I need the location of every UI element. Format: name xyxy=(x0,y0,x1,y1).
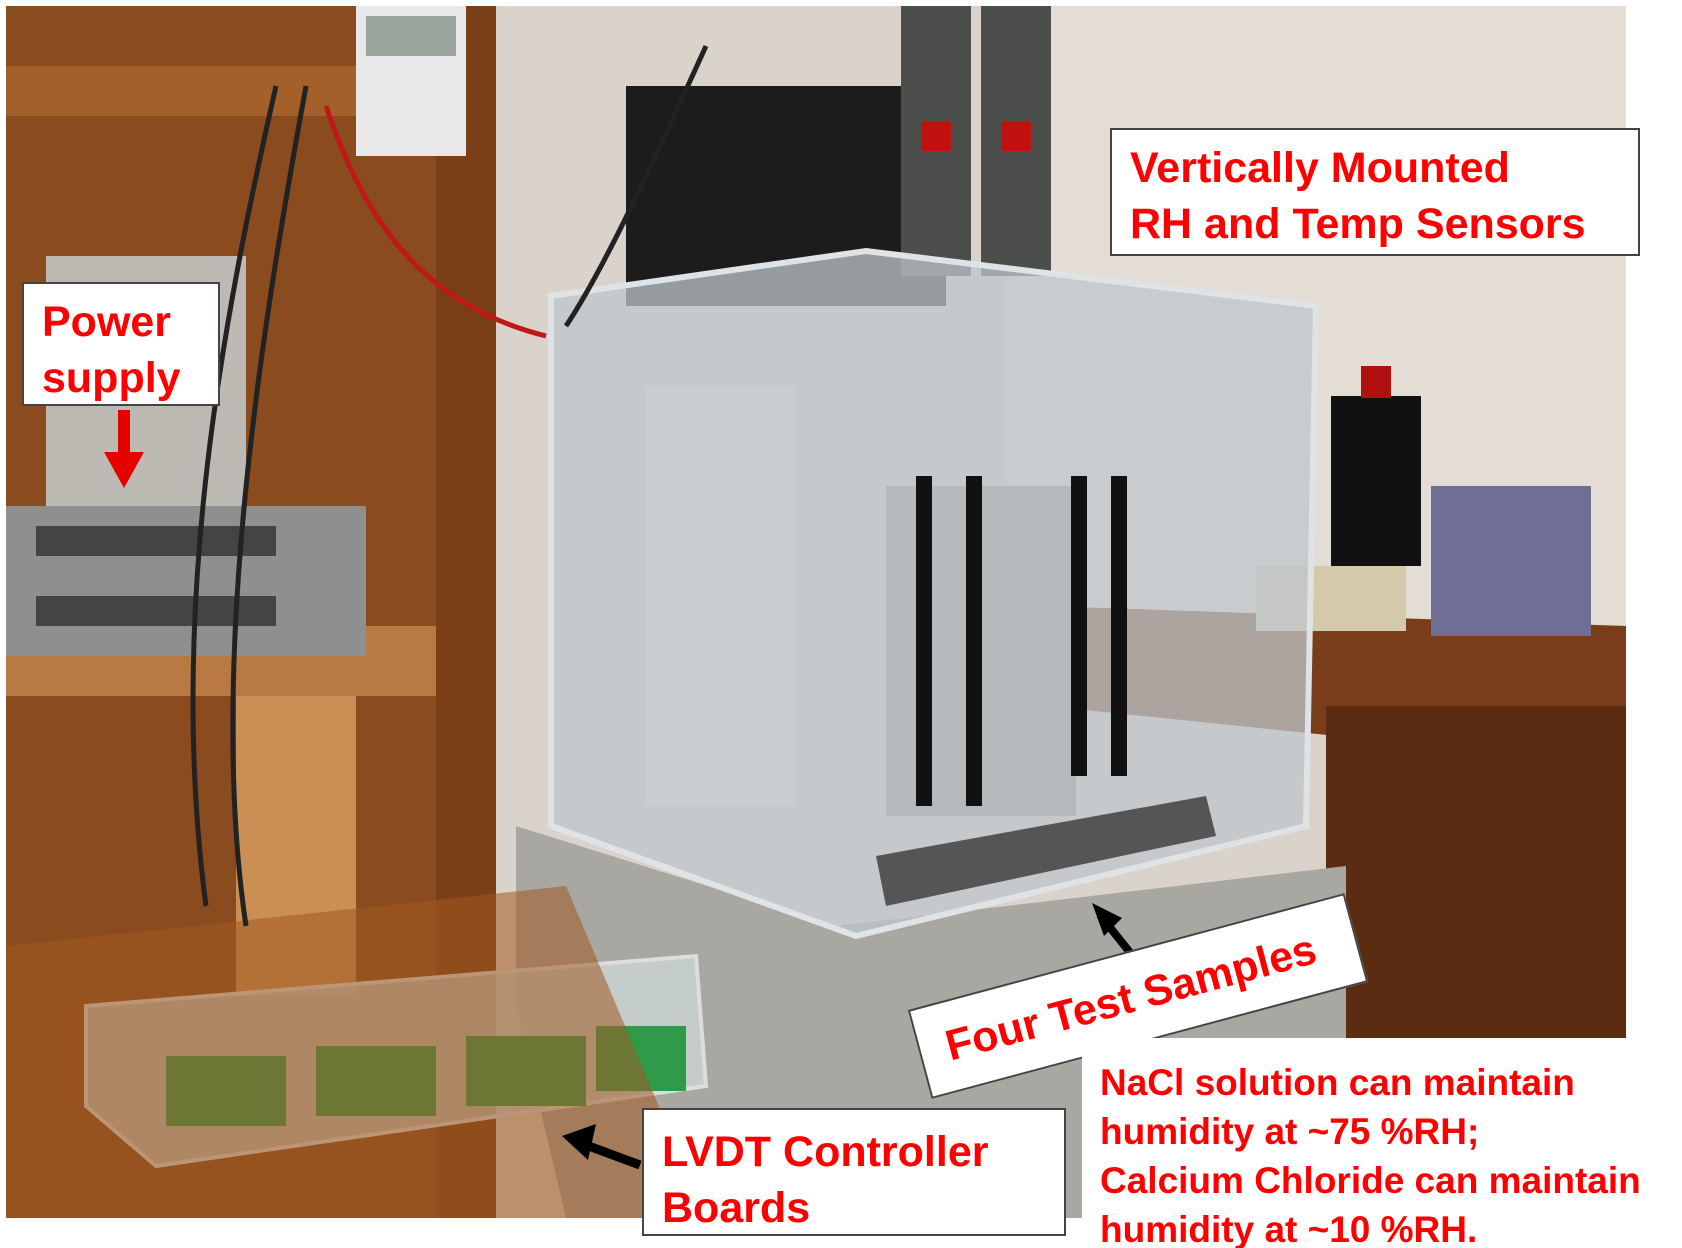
power-supply-arrow xyxy=(104,410,144,488)
humidity-note-line-3: Calcium Chloride can maintain xyxy=(1100,1160,1641,1201)
lvdt-arrow xyxy=(562,1124,642,1170)
lvdt-boards-label-line-1: LVDT Controller xyxy=(662,1128,989,1176)
samples-arrow xyxy=(1092,903,1136,958)
power-supply-label-line-1: Power xyxy=(42,298,172,346)
lvdt-boards-label-line-2: Boards xyxy=(662,1184,811,1232)
power-supply-label: Power supply xyxy=(22,282,220,406)
lvdt-boards-label: LVDT Controller Boards xyxy=(642,1108,1066,1236)
humidity-note-line-4: humidity at ~10 %RH. xyxy=(1100,1209,1478,1248)
sensors-label: Vertically Mounted RH and Temp Sensors xyxy=(1110,128,1640,256)
sensors-label-line-1: Vertically Mounted xyxy=(1130,144,1510,192)
humidity-note: NaCl solution can maintain humidity at ~… xyxy=(1082,1038,1682,1248)
humidity-note-line-1: NaCl solution can maintain xyxy=(1100,1062,1575,1103)
sensors-label-line-2: RH and Temp Sensors xyxy=(1130,200,1586,248)
humidity-note-line-2: humidity at ~75 %RH; xyxy=(1100,1111,1480,1152)
power-supply-label-line-2: supply xyxy=(42,354,181,402)
